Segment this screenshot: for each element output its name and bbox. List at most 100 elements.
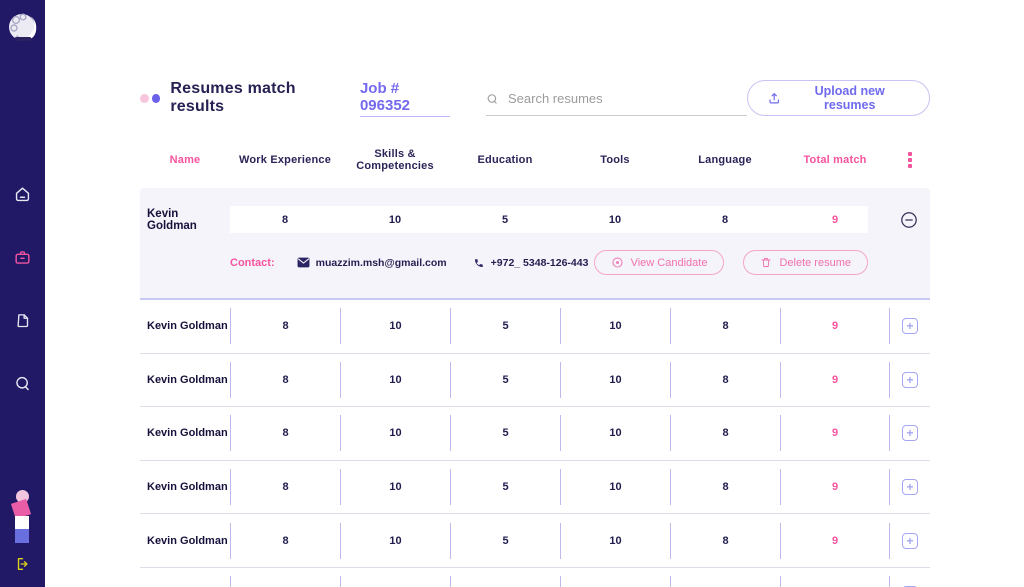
table-row: Kevin Goldman 8 10 5 10 8 9 + — [140, 407, 930, 461]
expand-row-button[interactable]: + — [902, 318, 918, 335]
score-language: 8 — [670, 415, 780, 452]
main-content: Resumes match results Job # 096352 Uploa… — [45, 0, 1024, 587]
expand-row-button[interactable]: + — [902, 371, 918, 388]
phone-icon — [474, 258, 483, 267]
logout-button[interactable] — [14, 556, 31, 575]
score-tools: 10 — [560, 469, 670, 506]
sidebar-nav — [3, 174, 43, 426]
delete-resume-label: Delete resume — [779, 256, 851, 269]
search-box — [486, 91, 747, 116]
logout-icon — [17, 558, 28, 570]
contact-row: Contact: muazzim.msh@gmail.com +972_ 534… — [140, 250, 930, 275]
score-total-match: 9 — [780, 522, 890, 559]
score-tools: 10 — [560, 308, 670, 345]
expanded-row: Kevin Goldman 8 10 5 10 8 9 Contac — [140, 188, 930, 300]
table-row: Kevin Goldman 8 10 5 10 8 9 + — [140, 514, 930, 568]
briefcase-icon — [15, 250, 30, 264]
app-logo[interactable] — [5, 8, 41, 50]
view-candidate-label: View Candidate — [630, 256, 708, 269]
column-header-language: Language — [698, 154, 752, 166]
sidebar-item-documents[interactable] — [3, 300, 43, 340]
column-header-name: Name — [169, 154, 201, 166]
contact-label: Contact: — [230, 256, 275, 269]
score-total-match: 9 — [780, 361, 890, 398]
search-nav-icon — [16, 376, 29, 390]
candidate-name: Kevin Goldman — [147, 373, 228, 386]
delete-resume-button[interactable]: Delete resume — [743, 250, 868, 275]
avatar-white-square — [14, 516, 29, 529]
table-row: Kevin Goldman 8 10 5 10 8 9 + — [140, 300, 930, 354]
collapse-row-button[interactable] — [900, 210, 920, 230]
score-tools: 10 — [560, 522, 670, 559]
sidebar-item-search[interactable] — [3, 363, 43, 403]
score-work-experience: 8 — [230, 415, 340, 452]
phone-text: +972_ 5348-126-443 — [490, 256, 589, 269]
sidebar — [0, 0, 45, 587]
view-candidate-button[interactable]: View Candidate — [593, 250, 725, 275]
expanded-row-scores: Kevin Goldman 8 10 5 10 8 9 — [140, 188, 930, 233]
score-work-experience: 8 — [230, 576, 340, 587]
score-language: 8 — [670, 469, 780, 506]
score-language: 8 — [721, 213, 729, 226]
table-row: Kevin Goldman 8 10 5 10 8 9 + — [140, 354, 930, 408]
score-skills: 10 — [340, 361, 450, 398]
search-input[interactable] — [508, 91, 747, 106]
sidebar-bottom — [8, 490, 38, 587]
upload-button-label: Upload new resumes — [814, 84, 885, 112]
avatar-blue-square — [14, 529, 29, 543]
candidate-name: Kevin Goldman — [147, 207, 197, 232]
score-work-experience: 8 — [230, 361, 340, 398]
score-education: 5 — [450, 361, 560, 398]
score-work-experience: 8 — [230, 522, 340, 559]
home-icon — [15, 186, 30, 201]
column-header-work-experience: Work Experience — [238, 154, 332, 166]
candidate-name: Kevin Goldman — [147, 320, 228, 333]
score-skills: 10 — [340, 415, 450, 452]
table-row: Kevin Goldman 8 10 5 10 8 9 + — [140, 461, 930, 515]
upload-new-resumes-button[interactable]: Upload new resumes — [747, 80, 930, 116]
minus-circle-icon — [901, 211, 917, 228]
job-number-link[interactable]: Job # 096352 — [359, 80, 451, 117]
expand-row-button[interactable]: + — [902, 479, 918, 496]
column-header-education: Education — [477, 154, 533, 166]
score-language: 8 — [670, 361, 780, 398]
score-total-match: 9 — [780, 308, 890, 345]
score-education: 5 — [450, 308, 560, 345]
trash-icon — [762, 258, 771, 267]
score-total-match: 9 — [780, 415, 890, 452]
sidebar-item-jobs[interactable] — [3, 237, 43, 277]
score-tools: 10 — [560, 576, 670, 587]
score-work-experience: 8 — [281, 213, 289, 226]
score-education: 5 — [450, 522, 560, 559]
menu-dot — [908, 158, 912, 162]
score-total-match: 9 — [831, 213, 839, 226]
expand-row-button[interactable]: + — [902, 532, 918, 549]
title-dot-purple — [151, 93, 161, 103]
column-header-total-match: Total match — [803, 154, 867, 166]
page-header: Resumes match results Job # 096352 Uploa… — [140, 80, 930, 117]
score-work-experience: 8 — [230, 469, 340, 506]
table-row: Kevin Goldman 8 10 5 10 8 9 + — [140, 568, 930, 587]
score-education: 5 — [450, 576, 560, 587]
eye-icon — [612, 257, 623, 268]
score-work-experience: 8 — [230, 308, 340, 345]
table-options-menu-button[interactable] — [904, 148, 916, 172]
email-text: muazzim.msh@gmail.com — [315, 256, 447, 269]
score-language: 8 — [670, 522, 780, 559]
menu-dot — [908, 164, 912, 168]
score-education: 5 — [501, 213, 509, 226]
candidate-name: Kevin Goldman — [147, 481, 228, 494]
score-language: 8 — [670, 576, 780, 587]
sidebar-item-home[interactable] — [3, 174, 43, 214]
score-language: 8 — [670, 308, 780, 345]
page-title: Resumes match results — [170, 80, 296, 115]
profile-avatar[interactable] — [8, 490, 38, 546]
column-header-tools: Tools — [600, 154, 630, 166]
score-education: 5 — [450, 415, 560, 452]
expand-row-button[interactable]: + — [902, 425, 918, 442]
score-total-match: 9 — [780, 469, 890, 506]
score-education: 5 — [450, 469, 560, 506]
score-skills: 10 — [340, 576, 450, 587]
score-tools: 10 — [560, 361, 670, 398]
